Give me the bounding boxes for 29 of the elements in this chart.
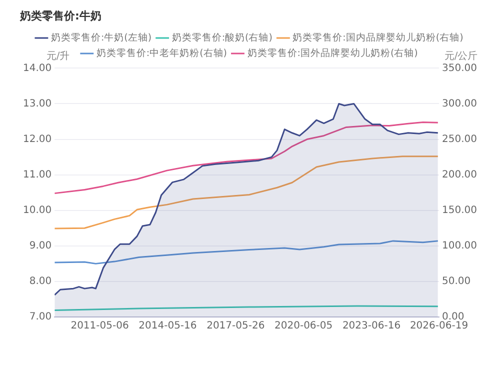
y-tick-label: 13.00 [22,98,52,110]
x-tick-label: 2020-06-05 [274,320,333,332]
y2-tick-label: 100.00 [442,240,478,252]
y-tick-label: 10.00 [22,204,52,216]
y2-tick-label: 50.00 [442,276,471,288]
x-tick-label: 2017-05-26 [206,320,265,332]
y-tick-label: 7.00 [29,312,52,323]
x-tick-label: 2011-05-06 [70,320,129,332]
legend-label: 奶类零售价:国外品牌婴幼儿奶粉(右轴) [247,46,418,59]
y-tick-label: 12.00 [22,134,52,145]
y-tick-label: 11.00 [22,169,52,180]
y-tick-label: 14.00 [22,62,52,74]
legend-label: 奶类零售价:牛奶(左轴) [50,31,152,44]
legend-label: 奶类零售价:酸奶(右轴) [172,31,272,44]
y-tick-label: 8.00 [29,276,52,288]
y2-tick-label: 200.00 [442,169,478,180]
legend-label: 奶类零售价:中老年奶粉(右轴) [96,46,228,59]
chart-title: 奶类零售价:牛奶 [19,9,102,22]
y-axis-title: 元/升 [46,50,70,62]
y2-axis-title: 元/公斤 [444,50,478,62]
y2-tick-label: 250.00 [442,134,478,145]
y-tick-label: 9.00 [29,240,52,252]
legend-label: 奶类零售价:国内品牌婴幼儿奶粉(右轴) [292,31,464,44]
y2-tick-label: 350.00 [442,62,478,74]
x-tick-label: 2026-06-19 [410,320,468,332]
y2-tick-label: 300.00 [442,98,478,110]
y2-tick-label: 150.00 [442,204,478,216]
x-tick-label: 2023-06-16 [342,320,401,332]
x-tick-label: 2014-05-16 [138,320,197,332]
